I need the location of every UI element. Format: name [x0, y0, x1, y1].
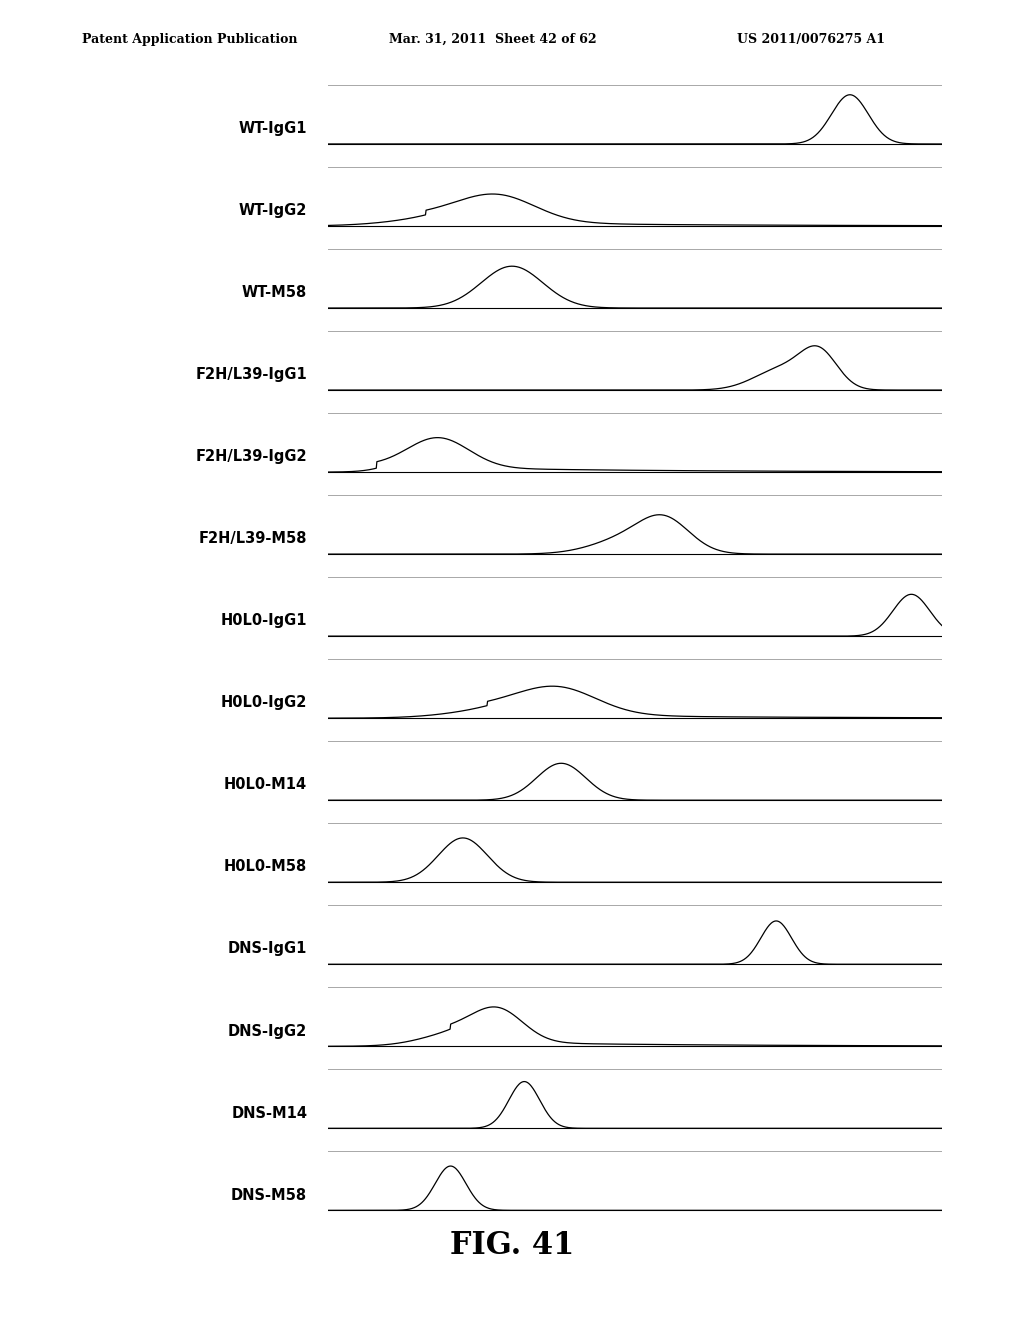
Text: H0L0-M14: H0L0-M14 [224, 777, 307, 792]
Text: H0L0-IgG1: H0L0-IgG1 [221, 614, 307, 628]
Text: F2H/L39-IgG1: F2H/L39-IgG1 [196, 367, 307, 383]
Text: DNS-IgG1: DNS-IgG1 [227, 941, 307, 957]
Text: DNS-M58: DNS-M58 [231, 1188, 307, 1203]
Text: F2H/L39-IgG2: F2H/L39-IgG2 [196, 449, 307, 465]
Text: WT-IgG1: WT-IgG1 [239, 121, 307, 136]
Text: WT-IgG2: WT-IgG2 [239, 203, 307, 218]
Text: H0L0-IgG2: H0L0-IgG2 [221, 696, 307, 710]
Text: US 2011/0076275 A1: US 2011/0076275 A1 [737, 33, 886, 46]
Text: Mar. 31, 2011  Sheet 42 of 62: Mar. 31, 2011 Sheet 42 of 62 [389, 33, 597, 46]
Text: FIG. 41: FIG. 41 [450, 1230, 574, 1261]
Text: Patent Application Publication: Patent Application Publication [82, 33, 297, 46]
Text: DNS-IgG2: DNS-IgG2 [228, 1023, 307, 1039]
Text: WT-M58: WT-M58 [242, 285, 307, 300]
Text: H0L0-M58: H0L0-M58 [224, 859, 307, 874]
Text: F2H/L39-M58: F2H/L39-M58 [199, 532, 307, 546]
Text: DNS-M14: DNS-M14 [231, 1106, 307, 1121]
